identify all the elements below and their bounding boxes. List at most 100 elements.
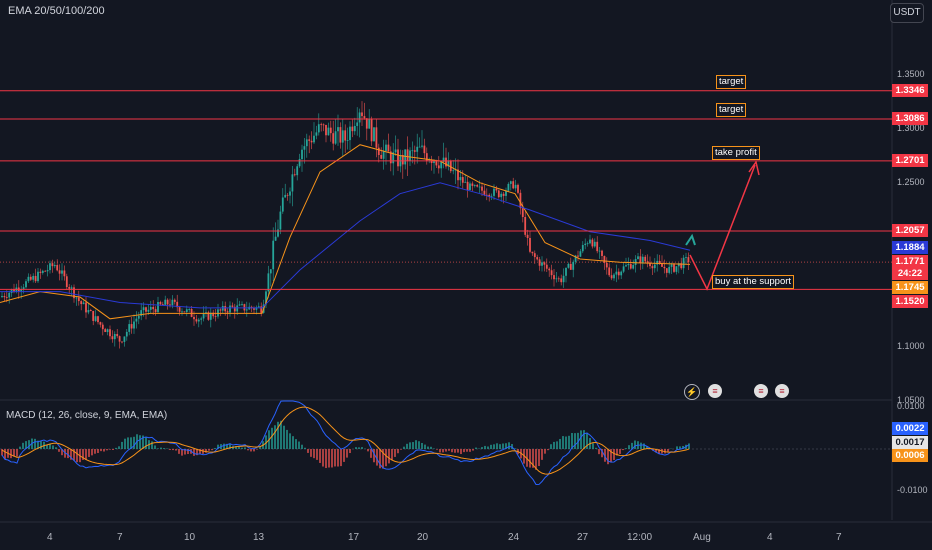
candle-body	[171, 299, 174, 306]
macd-histogram-bar	[583, 430, 585, 449]
macd-histogram-bar	[454, 449, 456, 453]
time-label: 20	[417, 532, 429, 543]
candle-body	[670, 264, 673, 267]
macd-histogram-bar	[163, 448, 165, 449]
macd-histogram-bar	[622, 449, 624, 451]
candle-body	[524, 216, 527, 235]
candle-body	[632, 265, 635, 269]
macd-histogram-bar	[223, 443, 225, 449]
candle-body	[545, 264, 548, 269]
candle-body	[562, 275, 565, 283]
candle-body	[447, 160, 450, 167]
candle-body	[658, 260, 661, 264]
candle-body	[533, 253, 536, 258]
candle-body	[509, 181, 512, 184]
currency-button[interactable]: USDT	[890, 3, 924, 23]
candle-body	[663, 266, 666, 269]
candle-body	[437, 165, 440, 169]
candle-body	[245, 309, 248, 311]
take-profit-annotation[interactable]: take profit	[712, 146, 760, 160]
macd-histogram-bar	[682, 445, 684, 449]
candle-body	[685, 257, 687, 258]
time-label: 17	[348, 532, 360, 543]
candle-body	[46, 270, 49, 272]
macd-histogram-bar	[562, 436, 564, 449]
candle-body	[152, 306, 155, 310]
candle-body	[380, 155, 383, 159]
buy-support-annotation[interactable]: buy at the support	[712, 275, 795, 289]
macd-histogram-bar	[10, 449, 12, 459]
macd-histogram-bar	[241, 447, 243, 449]
macd-histogram-bar	[289, 433, 291, 449]
us-flag-icon[interactable]: ≡	[708, 384, 722, 398]
macd-histogram-bar	[361, 447, 363, 449]
candle-body	[197, 319, 200, 322]
candle-body	[610, 275, 613, 279]
candle-body	[505, 190, 507, 196]
macd-histogram-bar	[151, 441, 153, 449]
candle-body	[641, 256, 644, 263]
target-annotation[interactable]: target	[716, 75, 747, 89]
candle-body	[464, 181, 467, 183]
candle-body	[586, 243, 589, 245]
candle-body	[337, 127, 339, 132]
macd-histogram-bar	[313, 449, 315, 459]
candle-body	[195, 319, 198, 322]
indicator-label[interactable]: EMA 20/50/100/200	[8, 5, 105, 17]
lightning-icon[interactable]: ⚡	[684, 384, 700, 400]
candle-body	[140, 310, 143, 316]
candle-body	[291, 174, 294, 192]
candle-body	[536, 257, 539, 260]
target-annotation[interactable]: target	[716, 103, 747, 117]
macd-histogram-bar	[529, 449, 531, 468]
candle-body	[584, 243, 587, 246]
macd-histogram-bar	[340, 449, 342, 467]
macd-histogram-bar	[466, 449, 468, 452]
time-label: 13	[253, 532, 265, 543]
macd-histogram-bar	[619, 449, 621, 454]
macd-tick: -0.0100	[897, 485, 928, 495]
candle-body	[637, 256, 639, 260]
macd-histogram-bar	[193, 449, 195, 456]
candle-body	[646, 261, 649, 263]
macd-histogram-bar	[421, 442, 423, 449]
candle-body	[404, 149, 407, 165]
macd-histogram-bar	[625, 448, 627, 449]
macd-histogram-bar	[541, 449, 543, 460]
macd-histogram-bar	[73, 449, 75, 461]
macd-label[interactable]: MACD (12, 26, close, 9, EMA, EMA)	[6, 410, 168, 421]
macd-histogram-bar	[208, 449, 210, 451]
macd-histogram-bar	[349, 449, 351, 454]
macd-histogram-bar	[97, 449, 99, 453]
time-label: 4	[47, 532, 53, 543]
macd-histogram-bar	[91, 449, 93, 456]
candle-body	[145, 307, 147, 312]
macd-histogram-bar	[343, 449, 345, 462]
candle-body	[481, 186, 483, 191]
candle-body	[13, 289, 15, 293]
candle-body	[109, 329, 111, 337]
candle-body	[49, 263, 51, 271]
us-flag-icon[interactable]: ≡	[775, 384, 789, 398]
us-flag-icon[interactable]: ≡	[754, 384, 768, 398]
macd-histogram-bar	[574, 433, 576, 449]
candle-body	[339, 127, 342, 143]
candle-body	[329, 127, 332, 134]
macd-histogram-bar	[436, 449, 438, 450]
candle-body	[233, 306, 236, 312]
candle-body	[397, 149, 399, 167]
macd-histogram-bar	[460, 449, 462, 455]
candle-body	[111, 336, 114, 340]
candle-body	[608, 267, 611, 276]
macd-histogram-bar	[118, 446, 120, 449]
candle-body	[596, 241, 599, 252]
macd-histogram-bar	[481, 447, 483, 449]
macd-histogram-bar	[577, 432, 579, 449]
macd-histogram-bar	[265, 435, 267, 449]
candle-body	[416, 146, 419, 152]
candle-body	[224, 306, 227, 312]
candle-body	[310, 140, 313, 143]
time-label: 10	[184, 532, 196, 543]
